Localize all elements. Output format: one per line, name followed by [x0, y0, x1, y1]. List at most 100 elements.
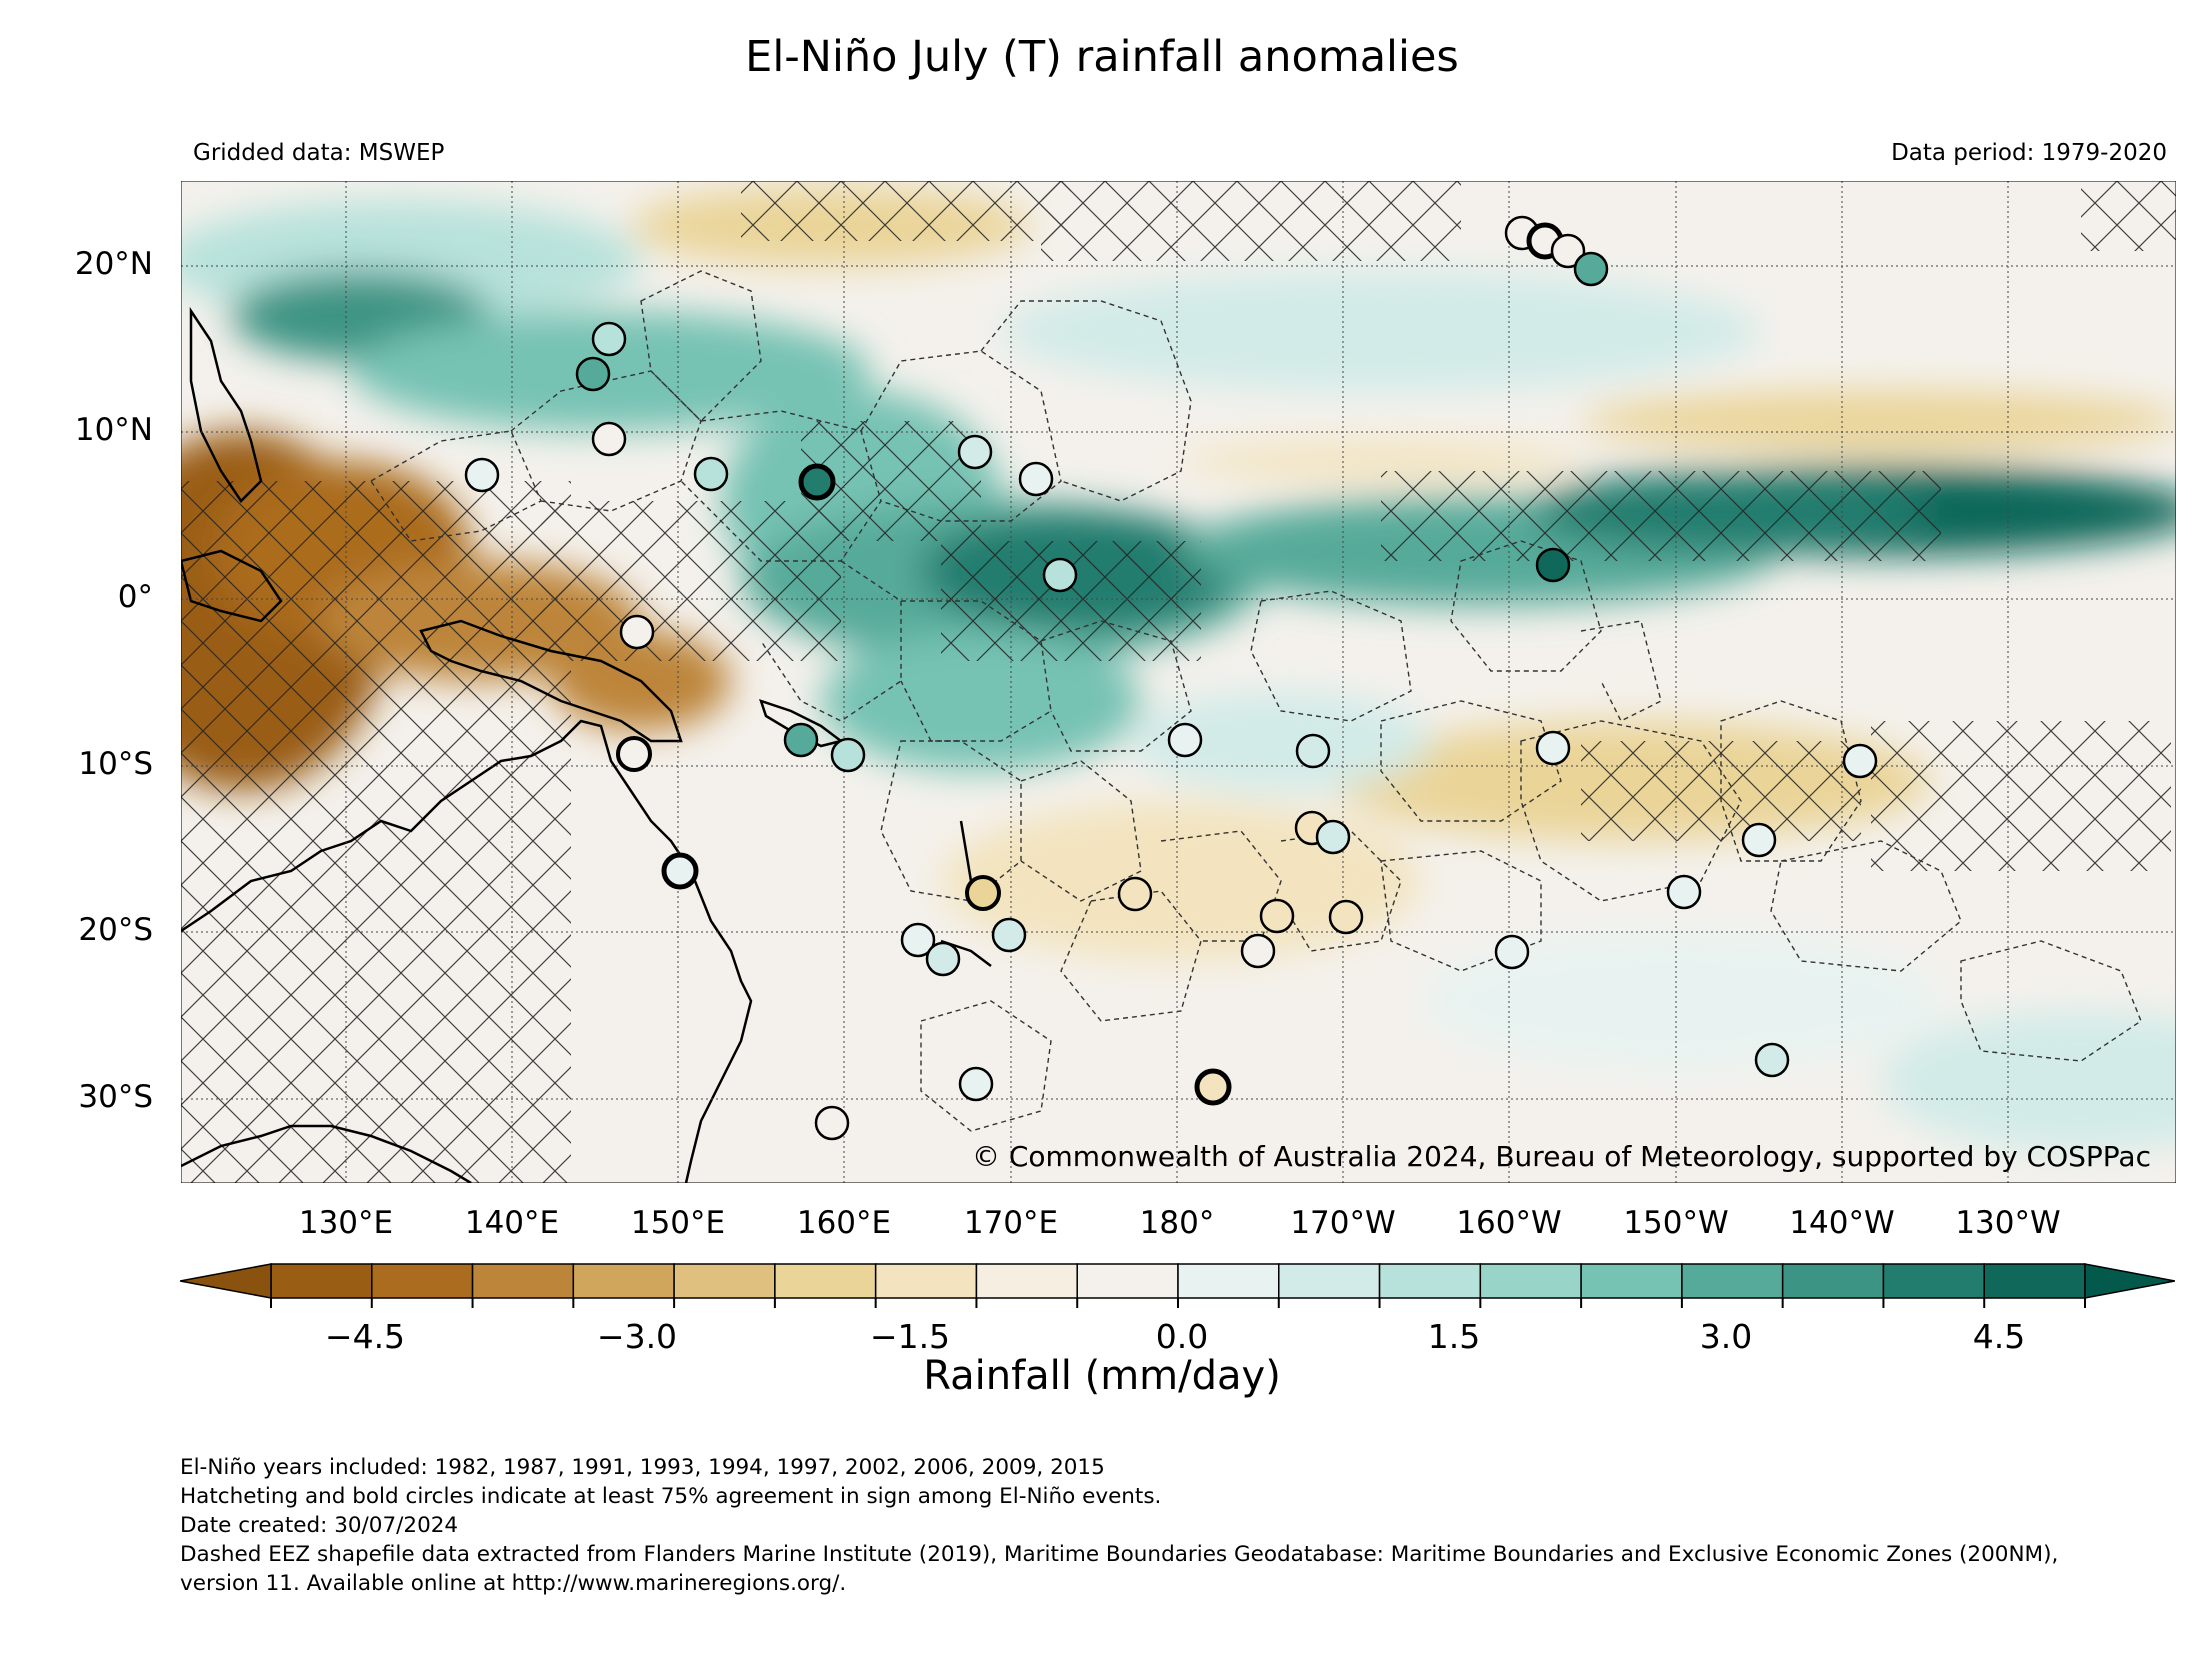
australia-coast	[181, 719, 753, 1183]
footnote-line: version 11. Available online at http://w…	[180, 1571, 847, 1596]
colorbar-cell	[975, 1263, 1078, 1299]
station-marker	[814, 1105, 850, 1141]
station-marker	[1328, 899, 1364, 935]
station-marker	[661, 852, 699, 890]
station-marker	[1550, 233, 1586, 269]
colorbar-tick-label: 1.5	[1427, 1317, 1481, 1356]
graticule	[181, 181, 2176, 1183]
station-marker	[1042, 557, 1078, 593]
gridded-data-label: Gridded data: MSWEP	[193, 140, 445, 166]
footnote-line: Hatcheting and bold circles indicate at …	[180, 1484, 1162, 1509]
lon-label: 140°W	[1789, 1205, 1895, 1241]
station-marker	[958, 1066, 994, 1102]
colorbar-cell	[874, 1263, 978, 1299]
colorbar-tick-label: −3.0	[596, 1317, 678, 1356]
lon-label: 180°	[1139, 1205, 1215, 1241]
colorbar-cell	[1781, 1263, 1885, 1299]
station-marker	[1240, 933, 1276, 969]
station-marker	[900, 922, 936, 958]
colorbar-tick-label: −4.5	[324, 1317, 406, 1356]
station-marker	[619, 614, 655, 650]
lat-label-30s: 30°S	[78, 1079, 153, 1115]
colorbar-cell	[1177, 1263, 1280, 1299]
colorbar-cell	[1076, 1263, 1179, 1299]
lon-label: 130°W	[1955, 1205, 2061, 1241]
lat-label-20s: 20°S	[78, 912, 153, 948]
lat-label-20n: 20°N	[74, 246, 153, 282]
station-marker	[1259, 898, 1295, 934]
colorbar-cell	[673, 1263, 776, 1299]
colorbar-cell	[371, 1263, 474, 1299]
colorbar-cell	[1983, 1263, 2086, 1299]
station-marker	[1741, 822, 1777, 858]
station-marker	[783, 722, 819, 758]
philippines-coast	[189, 306, 263, 503]
footnote-line: El-Niño years included: 1982, 1987, 1991…	[180, 1455, 1105, 1480]
lat-label-10n: 10°N	[74, 412, 153, 448]
station-marker	[1573, 251, 1609, 287]
footnotes: El-Niño years included: 1982, 1987, 1991…	[180, 1453, 2058, 1598]
colorbar-tick-label: 0.0	[1155, 1317, 1209, 1356]
new-guinea-coast	[419, 619, 683, 743]
colorbar-cell	[471, 1263, 575, 1299]
rainfall-anomaly-map: © Commonwealth of Australia 2024, Bureau…	[181, 181, 2176, 1183]
colorbar-cells	[270, 1263, 2086, 1299]
colorbar-cell	[774, 1263, 877, 1299]
colorbar-tick-label: −1.5	[869, 1317, 951, 1356]
station-marker	[1666, 874, 1702, 910]
station-marker	[1494, 934, 1530, 970]
station-marker	[1117, 876, 1153, 912]
lon-label: 150°W	[1623, 1205, 1729, 1241]
station-marker	[1535, 547, 1571, 583]
colorbar-extend-high	[2084, 1263, 2175, 1299]
colorbar	[180, 1263, 2175, 1308]
station-marker	[591, 421, 627, 457]
station-marker	[1167, 722, 1203, 758]
station-marker	[575, 356, 611, 392]
colorbar-cell	[1882, 1263, 1985, 1299]
lon-label: 160°W	[1456, 1205, 1562, 1241]
colorbar-cell	[1278, 1263, 1381, 1299]
colorbar-extend-low	[180, 1263, 272, 1299]
lon-label: 140°E	[464, 1205, 560, 1241]
station-marker	[1315, 819, 1351, 855]
station-marker	[957, 434, 993, 470]
colorbar-label: Rainfall (mm/day)	[923, 1353, 1281, 1399]
footnote-line: Date created: 30/07/2024	[180, 1513, 459, 1538]
station-marker	[798, 463, 836, 501]
station-marker	[591, 321, 627, 357]
copyright-text: © Commonwealth of Australia 2024, Bureau…	[972, 1140, 2151, 1173]
coastlines	[181, 306, 992, 1183]
colorbar-cell	[572, 1263, 675, 1299]
colorbar-cell	[1580, 1263, 1683, 1299]
station-marker	[1194, 1068, 1232, 1106]
lat-label-10s: 10°S	[78, 746, 153, 782]
colorbar-cell	[1681, 1263, 1784, 1299]
data-period-label: Data period: 1979-2020	[1891, 140, 2167, 166]
lon-label: 150°E	[630, 1205, 726, 1241]
station-marker	[1842, 743, 1878, 779]
solomon-islands	[759, 699, 844, 748]
station-marker	[1295, 733, 1331, 769]
agreement-hatching	[181, 181, 2176, 1183]
station-marker	[1535, 730, 1571, 766]
station-marker	[991, 917, 1027, 953]
lon-label: 170°E	[963, 1205, 1059, 1241]
lat-label-0: 0°	[117, 579, 153, 615]
lon-label: 130°E	[298, 1205, 394, 1241]
south-coast	[181, 1124, 472, 1183]
station-marker	[1754, 1042, 1790, 1078]
colorbar-tick-label: 3.0	[1699, 1317, 1753, 1356]
colorbar-ticks	[270, 1298, 2086, 1308]
colorbar-cell	[1479, 1263, 1582, 1299]
map-title: El-Niño July (T) rainfall anomalies	[745, 32, 1459, 82]
colorbar-tick-label: 4.5	[1972, 1317, 2026, 1356]
indonesia-coast	[181, 549, 283, 623]
station-marker	[830, 737, 866, 773]
station-marker	[965, 875, 1001, 911]
colorbar-cell	[270, 1263, 373, 1299]
station-marker	[925, 941, 961, 977]
station-marker	[616, 736, 652, 772]
lon-label: 170°W	[1290, 1205, 1396, 1241]
station-circles	[464, 215, 1878, 1141]
